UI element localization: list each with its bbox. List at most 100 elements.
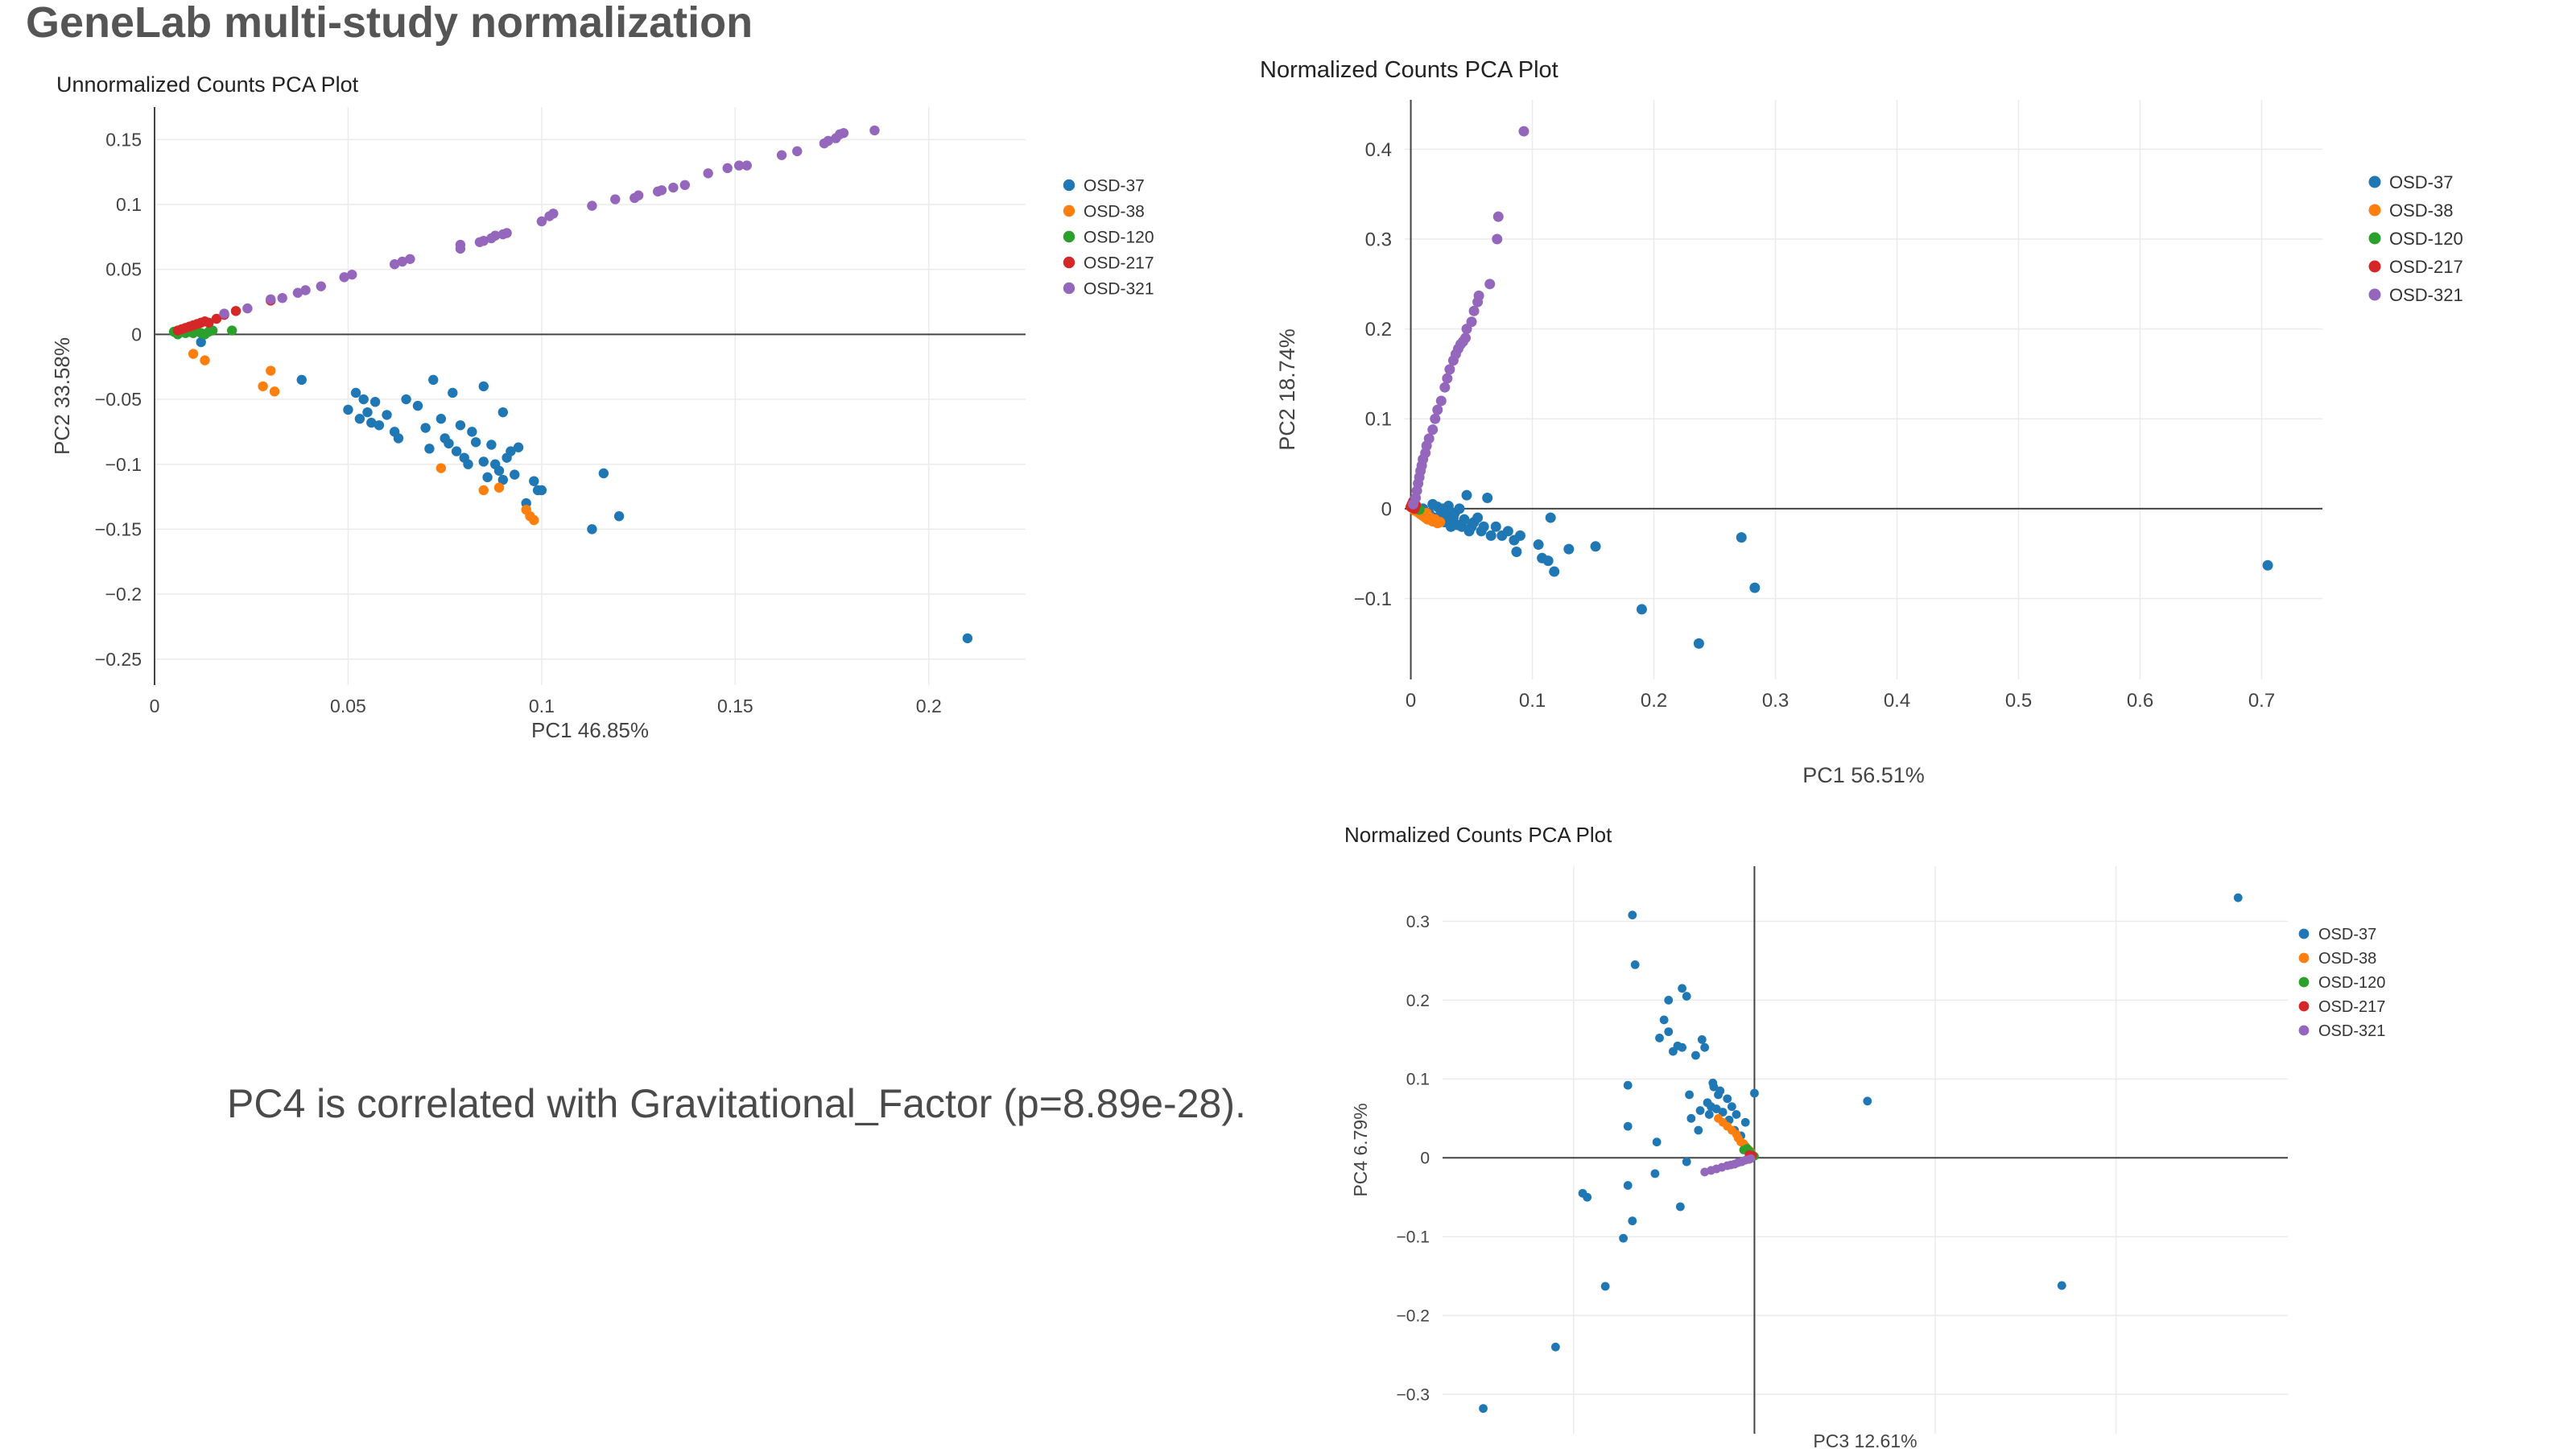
point-osd-217 <box>211 313 222 324</box>
y-tick-label: 0.3 <box>1406 913 1430 931</box>
point-osd-37 <box>1723 1094 1732 1104</box>
point-osd-321 <box>1466 316 1477 328</box>
point-osd-38 <box>188 349 199 359</box>
point-osd-321 <box>1423 433 1435 444</box>
point-osd-37 <box>1600 1282 1610 1291</box>
point-osd-321 <box>316 281 326 291</box>
point-osd-37 <box>493 465 505 476</box>
point-osd-38 <box>200 355 210 365</box>
correlation-annotation: PC4 is correlated with Gravitational_Fac… <box>227 1081 1246 1126</box>
point-osd-37 <box>1563 543 1575 555</box>
point-osd-321 <box>633 190 644 200</box>
point-osd-37 <box>1545 512 1556 523</box>
plot-unnormalized-pc1-pc2: Unnormalized Counts PCA Plot 0 0.05 0.1 0.15… <box>29 63 1204 763</box>
x-tick-label: 0.3 <box>1762 690 1789 712</box>
point-osd-321 <box>823 135 833 147</box>
legend-marker-osd-37 <box>1063 179 1075 192</box>
point-osd-321 <box>668 182 679 193</box>
point-osd-321 <box>1432 404 1443 415</box>
point-osd-37 <box>478 381 489 392</box>
y-tick-label: 0.2 <box>1406 992 1430 1010</box>
point-osd-37 <box>1694 1125 1703 1135</box>
x-tick-label: 0.1 <box>1519 690 1546 712</box>
point-osd-37 <box>1590 541 1601 552</box>
point-osd-37 <box>482 472 493 483</box>
legend-label-osd-38: OSD-38 <box>2318 950 2376 968</box>
legend-marker-osd-217 <box>1063 256 1075 269</box>
point-osd-37 <box>366 417 377 428</box>
point-osd-37 <box>1549 566 1560 577</box>
point-osd-37 <box>510 469 520 480</box>
legend-label-osd-120: OSD-120 <box>2389 229 2463 249</box>
point-osd-217 <box>204 317 214 328</box>
x-tick-label: 0 <box>150 696 160 716</box>
point-osd-37 <box>1686 1113 1696 1123</box>
legend-label-osd-321: OSD-321 <box>2389 285 2463 305</box>
y-tick-label: 0.2 <box>1365 319 1392 341</box>
point-osd-37 <box>1459 514 1470 525</box>
point-osd-37 <box>1461 489 1472 501</box>
point-osd-37 <box>598 468 609 479</box>
point-osd-37 <box>1727 1102 1736 1112</box>
point-osd-37 <box>1695 1106 1705 1115</box>
legend-label-osd-321: OSD-321 <box>2318 1022 2385 1040</box>
legend-marker-osd-37 <box>2298 928 2310 939</box>
point-osd-37 <box>1514 530 1525 541</box>
point-osd-321 <box>478 235 489 246</box>
point-osd-37 <box>1749 582 1761 593</box>
point-osd-37 <box>1700 1042 1710 1052</box>
point-osd-37 <box>1472 512 1484 523</box>
point-osd-321 <box>277 292 287 303</box>
point-osd-37 <box>1485 530 1496 541</box>
y-tick-label: −0.1 <box>1354 588 1392 610</box>
legend-marker-osd-120 <box>2298 976 2310 988</box>
y-tick-label: 0 <box>131 324 142 345</box>
point-osd-217 <box>230 306 242 316</box>
point-osd-37 <box>1583 1192 1592 1202</box>
point-osd-37 <box>2057 1281 2066 1290</box>
point-osd-37 <box>1623 1181 1633 1190</box>
point-osd-37 <box>613 511 625 522</box>
point-osd-321 <box>292 287 303 298</box>
point-osd-37 <box>1697 1035 1707 1044</box>
point-osd-37 <box>1715 1086 1725 1096</box>
point-osd-37 <box>1678 1042 1686 1052</box>
point-osd-37 <box>1630 960 1640 969</box>
point-osd-321 <box>1468 305 1480 316</box>
y-tick-label: −0.1 <box>1397 1228 1430 1247</box>
point-osd-38 <box>258 381 268 392</box>
point-osd-120 <box>226 325 237 336</box>
point-osd-37 <box>1750 1088 1759 1098</box>
point-osd-37 <box>412 400 423 411</box>
point-osd-37 <box>1682 1157 1691 1166</box>
y-tick-label: 0.1 <box>116 194 142 215</box>
legend-label-osd-217: OSD-217 <box>2318 998 2385 1016</box>
point-osd-37 <box>1682 992 1691 1001</box>
chart-title: Normalized Counts PCA Plot <box>1344 823 1612 847</box>
legend-label-osd-120: OSD-120 <box>2318 974 2385 992</box>
point-osd-321 <box>610 194 621 204</box>
point-osd-37 <box>1482 493 1493 504</box>
x-tick-label: 0.2 <box>1641 690 1667 712</box>
y-tick-label: −0.2 <box>105 584 142 605</box>
x-tick-label: 0.1 <box>529 696 555 716</box>
point-osd-321 <box>536 216 547 227</box>
x-axis-label: PC1 56.51% <box>1802 763 1925 787</box>
point-osd-321 <box>347 269 357 280</box>
page-title: GeneLab multi-study normalization <box>26 0 753 47</box>
x-tick-label: 0 <box>1406 690 1416 712</box>
x-tick-label: 0.4 <box>1884 690 1910 712</box>
point-osd-37 <box>420 423 431 433</box>
y-tick-label: 0.15 <box>105 129 142 150</box>
y-tick-label: −0.15 <box>95 518 142 539</box>
point-osd-37 <box>1704 1110 1714 1119</box>
y-tick-label: −0.2 <box>1397 1307 1430 1325</box>
points-layer <box>1479 893 2243 1414</box>
point-osd-37 <box>1623 1080 1633 1090</box>
point-osd-321 <box>1746 1154 1756 1163</box>
point-osd-37 <box>1664 996 1674 1005</box>
legend-label-osd-37: OSD-37 <box>1084 177 1145 196</box>
point-osd-37 <box>448 387 458 398</box>
point-osd-37 <box>536 485 547 496</box>
point-osd-37 <box>436 414 447 424</box>
